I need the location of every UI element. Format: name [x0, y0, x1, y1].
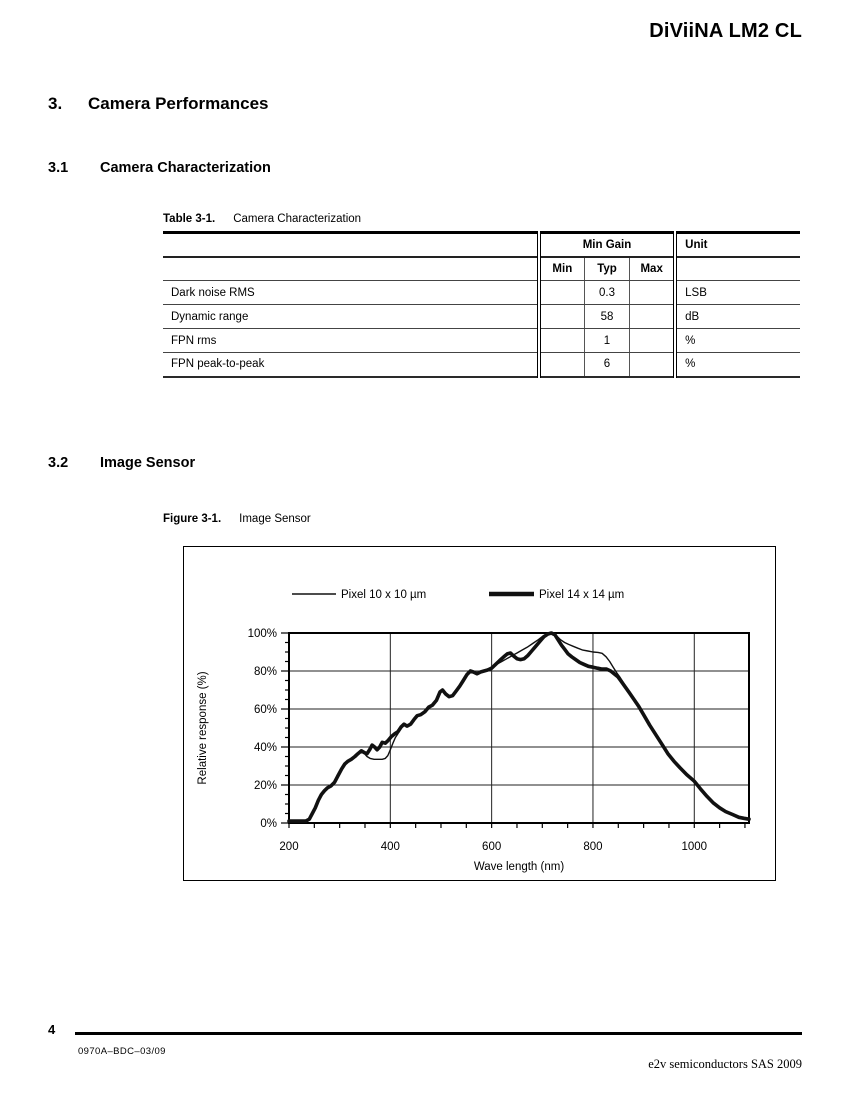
- camera-characterization-table-body: Min Gain Unit Min Typ Max Dark noise RMS 0.3 LS…: [163, 232, 800, 377]
- y-axis-title: Relative response (%): [197, 671, 209, 784]
- y-tick-label: 0%: [260, 818, 277, 830]
- cell-parameter: FPN peak-to-peak: [171, 358, 265, 371]
- cell-unit: dB: [673, 304, 800, 329]
- cell-min: [536, 352, 585, 377]
- figure-caption: Figure 3-1. Image Sensor: [163, 513, 311, 525]
- cell-unit: %: [673, 352, 800, 377]
- cell-parameter: Dynamic range: [163, 304, 539, 329]
- subheader-max: Max: [629, 256, 676, 281]
- section-3-2-heading: 3.2 Image Sensor: [48, 455, 195, 471]
- subheader-empty-cell: [163, 256, 539, 281]
- section-3-2-number: 3.2: [48, 455, 69, 471]
- figure-caption-text: Image Sensor: [239, 513, 311, 525]
- header-unit: Unit: [673, 232, 800, 258]
- cell-parameter: FPN rms: [163, 328, 539, 353]
- legend-label: Pixel 14 x 14 µm: [539, 589, 624, 601]
- table-caption: Table 3-1. Camera Characterization: [163, 213, 361, 225]
- table-caption-label: Table 3-1.: [163, 213, 216, 225]
- figure-caption-label: Figure 3-1.: [163, 513, 222, 525]
- document-title: DiViiNA LM2 CL: [649, 20, 802, 42]
- camera-characterization-table: Min Gain Unit Min Typ Max Dark noise RMS 0.3 LS…: [163, 231, 800, 378]
- footer-document-reference: 0970A–BDC–03/09: [78, 1046, 166, 1057]
- section-3-title: Camera Performances: [88, 94, 269, 113]
- legend-label: Pixel 10 x 10 µm: [341, 589, 426, 601]
- x-axis-title: Wave length (nm): [474, 861, 564, 873]
- series-line-pixel-14x14: [287, 631, 751, 823]
- page-number: 4: [48, 1022, 56, 1037]
- header-min-gain: Min Gain: [536, 232, 676, 258]
- header-empty-cell: [163, 232, 539, 258]
- footer-rule: [75, 1032, 802, 1035]
- subheader-typ: Typ: [583, 256, 630, 281]
- table-row: FPN rms 1%: [163, 328, 800, 353]
- x-tick-label: 600: [482, 841, 501, 853]
- x-tick-label: 200: [279, 841, 298, 853]
- plot-border: [288, 632, 750, 824]
- cell-unit: LSB: [673, 280, 800, 305]
- cell-typ: 0.3: [583, 280, 630, 305]
- subheader-min: Min: [536, 256, 585, 281]
- series-line-pixel-10x10: [288, 632, 750, 822]
- x-tick-label: 800: [583, 841, 602, 853]
- cell-max: [629, 352, 676, 377]
- spectral-response-chart: 0% 20% 40% 60% 80% 100% 200 400 600 800 1000 Wave l…: [197, 589, 751, 873]
- section-3-1-heading: 3.1 Camera Characterization: [48, 160, 271, 176]
- cell-min: [536, 304, 585, 329]
- table-caption-text: Camera Characterization: [233, 213, 362, 225]
- cell-max: [629, 280, 676, 305]
- y-tick-label: 20%: [254, 780, 277, 792]
- cell-min: [536, 328, 585, 353]
- cell-min: [536, 280, 585, 305]
- y-tick-label: 60%: [254, 704, 277, 716]
- table-row: Dark noise RMS 0.3 LSB: [163, 280, 800, 305]
- cell-typ: 58: [583, 304, 630, 329]
- footer-copyright: e2v semiconductors SAS 2009: [648, 1057, 802, 1071]
- section-3-1-number: 3.1: [48, 160, 69, 176]
- cell-typ: 1: [583, 328, 630, 353]
- cell-max: [629, 328, 676, 353]
- table-row: FPN peak-to-peak 6%: [163, 352, 800, 377]
- subheader-unit-empty: [673, 256, 800, 281]
- section-3-1-title: Camera Characterization: [100, 160, 271, 176]
- cell-parameter: Dark noise RMS: [163, 280, 539, 305]
- section-3-number: 3.: [48, 94, 63, 113]
- cell-unit: %: [673, 328, 800, 353]
- cell-typ: 6: [583, 352, 630, 377]
- x-tick-label: 400: [381, 841, 400, 853]
- x-tick-label: 1000: [681, 841, 707, 853]
- table-header-group-row: Min Gain Unit: [163, 232, 800, 258]
- y-tick-label: 40%: [254, 742, 277, 754]
- y-tick-label: 80%: [254, 666, 277, 678]
- section-3-heading: 3. Camera Performances: [48, 94, 268, 114]
- y-tick-label: 100%: [248, 628, 277, 640]
- table-row: Dynamic range 58 dB: [163, 304, 800, 329]
- table-header-sub-row: Min Typ Max: [163, 256, 800, 281]
- section-3-2-title: Image Sensor: [100, 455, 196, 471]
- image-sensor-figure: 0% 20% 40% 60% 80% 100% 200 400 600 800 1000 Wave l…: [183, 546, 776, 881]
- cell-max: [629, 304, 676, 329]
